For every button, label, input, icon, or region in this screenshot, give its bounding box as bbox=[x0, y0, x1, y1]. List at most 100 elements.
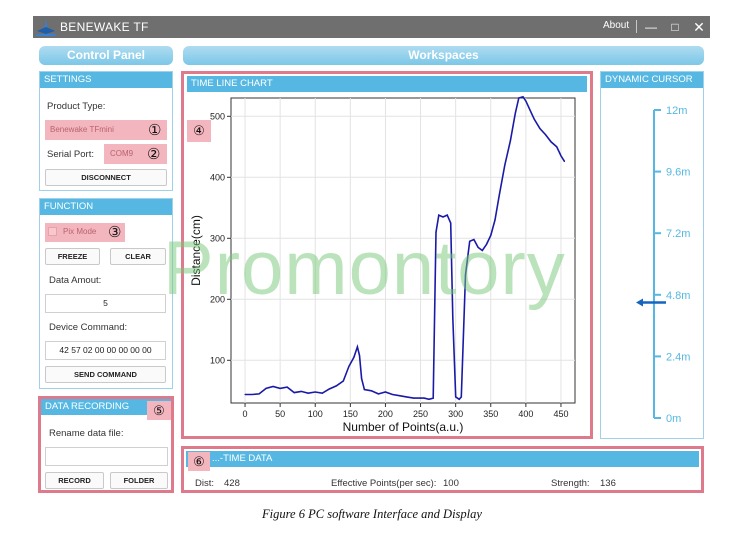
control-panel-header: Control Panel bbox=[39, 46, 173, 65]
device-command-input[interactable]: 42 57 02 00 00 00 00 00 bbox=[45, 341, 166, 360]
data-point bbox=[384, 391, 387, 393]
marker-3: ③ bbox=[108, 224, 122, 241]
record-button[interactable]: RECORD bbox=[45, 472, 104, 489]
data-point bbox=[423, 397, 425, 399]
data-point bbox=[494, 219, 496, 221]
data-point bbox=[265, 387, 267, 389]
minimize-icon[interactable]: — bbox=[645, 20, 657, 34]
x-tick-label: 350 bbox=[483, 409, 498, 419]
cursor-tick-label: 2.4m bbox=[666, 351, 690, 363]
data-point bbox=[353, 356, 355, 358]
data-point bbox=[481, 249, 483, 252]
serial-port-label: Serial Port: bbox=[47, 149, 94, 160]
disconnect-button[interactable]: DISCONNECT bbox=[45, 169, 167, 186]
data-point bbox=[279, 387, 281, 389]
watermark: Promontory bbox=[163, 226, 566, 311]
data-point bbox=[391, 393, 394, 396]
data-point bbox=[455, 396, 457, 398]
real-time-data-panel: ...-TIME DATA ⑥ Dist: 428 Effective Poin… bbox=[181, 446, 704, 493]
data-point bbox=[258, 393, 260, 395]
cursor-indicator-arrow bbox=[636, 298, 643, 307]
data-point bbox=[504, 164, 506, 166]
dist-value: 428 bbox=[224, 478, 240, 489]
settings-panel: SETTINGS Product Type: Benewake TFmini ①… bbox=[39, 71, 173, 191]
x-tick-label: 400 bbox=[518, 409, 533, 419]
function-panel: FUNCTION Pix Mode ③ FREEZE CLEAR Data Am… bbox=[39, 198, 173, 389]
pix-mode-box[interactable] bbox=[48, 227, 57, 236]
data-point bbox=[525, 100, 527, 102]
data-point bbox=[358, 354, 361, 357]
data-point bbox=[539, 127, 541, 130]
effective-points-value: 100 bbox=[443, 478, 459, 489]
data-point bbox=[314, 391, 316, 393]
data-point bbox=[300, 390, 302, 393]
serial-port-value: COM9 bbox=[110, 149, 134, 158]
data-point bbox=[307, 392, 309, 394]
data-recording-panel: DATA RECORDING ⑤ Rename data file: RECOR… bbox=[38, 396, 174, 493]
data-point bbox=[514, 112, 516, 114]
data-point bbox=[272, 385, 274, 388]
freeze-button[interactable]: FREEZE bbox=[45, 248, 100, 265]
x-tick-label: 0 bbox=[243, 409, 248, 419]
time-line-chart: 0 50 100 150 200 250 300 350 400 450 100 200 300 400 5… bbox=[189, 95, 576, 434]
send-command-button[interactable]: SEND COMMAND bbox=[45, 366, 166, 383]
product-type-select[interactable]: Benewake TFmini ① bbox=[45, 120, 167, 140]
clear-button[interactable]: CLEAR bbox=[110, 248, 166, 265]
data-point bbox=[458, 398, 460, 400]
data-point bbox=[477, 246, 479, 249]
function-header: FUNCTION bbox=[40, 199, 172, 215]
x-tick-label: 100 bbox=[308, 409, 323, 419]
x-tick-label: 250 bbox=[413, 409, 428, 419]
data-point bbox=[473, 238, 475, 241]
close-icon[interactable]: ✕ bbox=[693, 19, 705, 35]
product-type-label: Product Type: bbox=[47, 101, 106, 112]
data-point bbox=[398, 395, 401, 397]
folder-button[interactable]: FOLDER bbox=[110, 472, 168, 489]
data-point bbox=[328, 388, 330, 390]
data-point bbox=[509, 140, 512, 142]
dynamic-cursor-panel: DYNAMIC CURSOR 12m 9.6m 7.2m 4.8m 2.4m 0m bbox=[600, 71, 704, 439]
strength-value: 136 bbox=[600, 478, 616, 489]
marker-2: ② bbox=[147, 146, 161, 163]
serial-port-select[interactable]: COM9 ② bbox=[104, 144, 167, 164]
data-point bbox=[286, 386, 288, 388]
data-point bbox=[518, 97, 520, 99]
y-tick-label: 400 bbox=[210, 172, 225, 182]
title-bar: BENEWAKE TF About — □ ✕ bbox=[33, 16, 710, 38]
x-axis-label: Number of Points(a.u.) bbox=[343, 420, 464, 434]
cursor-tick-label: 4.8m bbox=[666, 290, 690, 302]
settings-header: SETTINGS bbox=[40, 72, 172, 88]
data-point bbox=[452, 317, 454, 319]
data-point bbox=[356, 346, 358, 348]
data-point bbox=[412, 397, 415, 399]
maximize-icon[interactable]: □ bbox=[671, 20, 679, 34]
data-point bbox=[321, 392, 323, 394]
data-amount-input[interactable]: 5 bbox=[45, 294, 166, 313]
data-point bbox=[460, 396, 462, 398]
pix-mode-checkbox[interactable]: Pix Mode ③ bbox=[45, 223, 125, 242]
data-point bbox=[435, 231, 437, 233]
data-point bbox=[498, 195, 500, 197]
app-title: BENEWAKE TF bbox=[60, 20, 149, 34]
y-axis-label: Distance(cm) bbox=[189, 215, 203, 286]
rename-input[interactable] bbox=[45, 447, 168, 466]
plot-area bbox=[230, 97, 576, 404]
data-point bbox=[550, 141, 552, 143]
data-point bbox=[363, 388, 365, 391]
data-recording-header: DATA RECORDING bbox=[41, 399, 171, 415]
rename-label: Rename data file: bbox=[49, 428, 124, 439]
data-point bbox=[528, 106, 530, 108]
x-tick-label: 150 bbox=[343, 409, 358, 419]
data-point bbox=[446, 214, 448, 216]
device-command-label: Device Command: bbox=[49, 322, 128, 333]
dist-label: Dist: bbox=[195, 478, 214, 489]
workspaces-header: Workspaces bbox=[183, 46, 704, 65]
figure-caption: Figure 6 PC software Interface and Displ… bbox=[262, 507, 482, 521]
y-tick-label: 100 bbox=[210, 355, 225, 365]
strength-label: Strength: bbox=[551, 478, 590, 489]
data-point bbox=[377, 393, 380, 395]
data-point bbox=[293, 392, 295, 394]
dynamic-cursor-header: DYNAMIC CURSOR bbox=[601, 72, 703, 88]
about-link[interactable]: About bbox=[603, 20, 630, 31]
data-point bbox=[533, 118, 535, 120]
